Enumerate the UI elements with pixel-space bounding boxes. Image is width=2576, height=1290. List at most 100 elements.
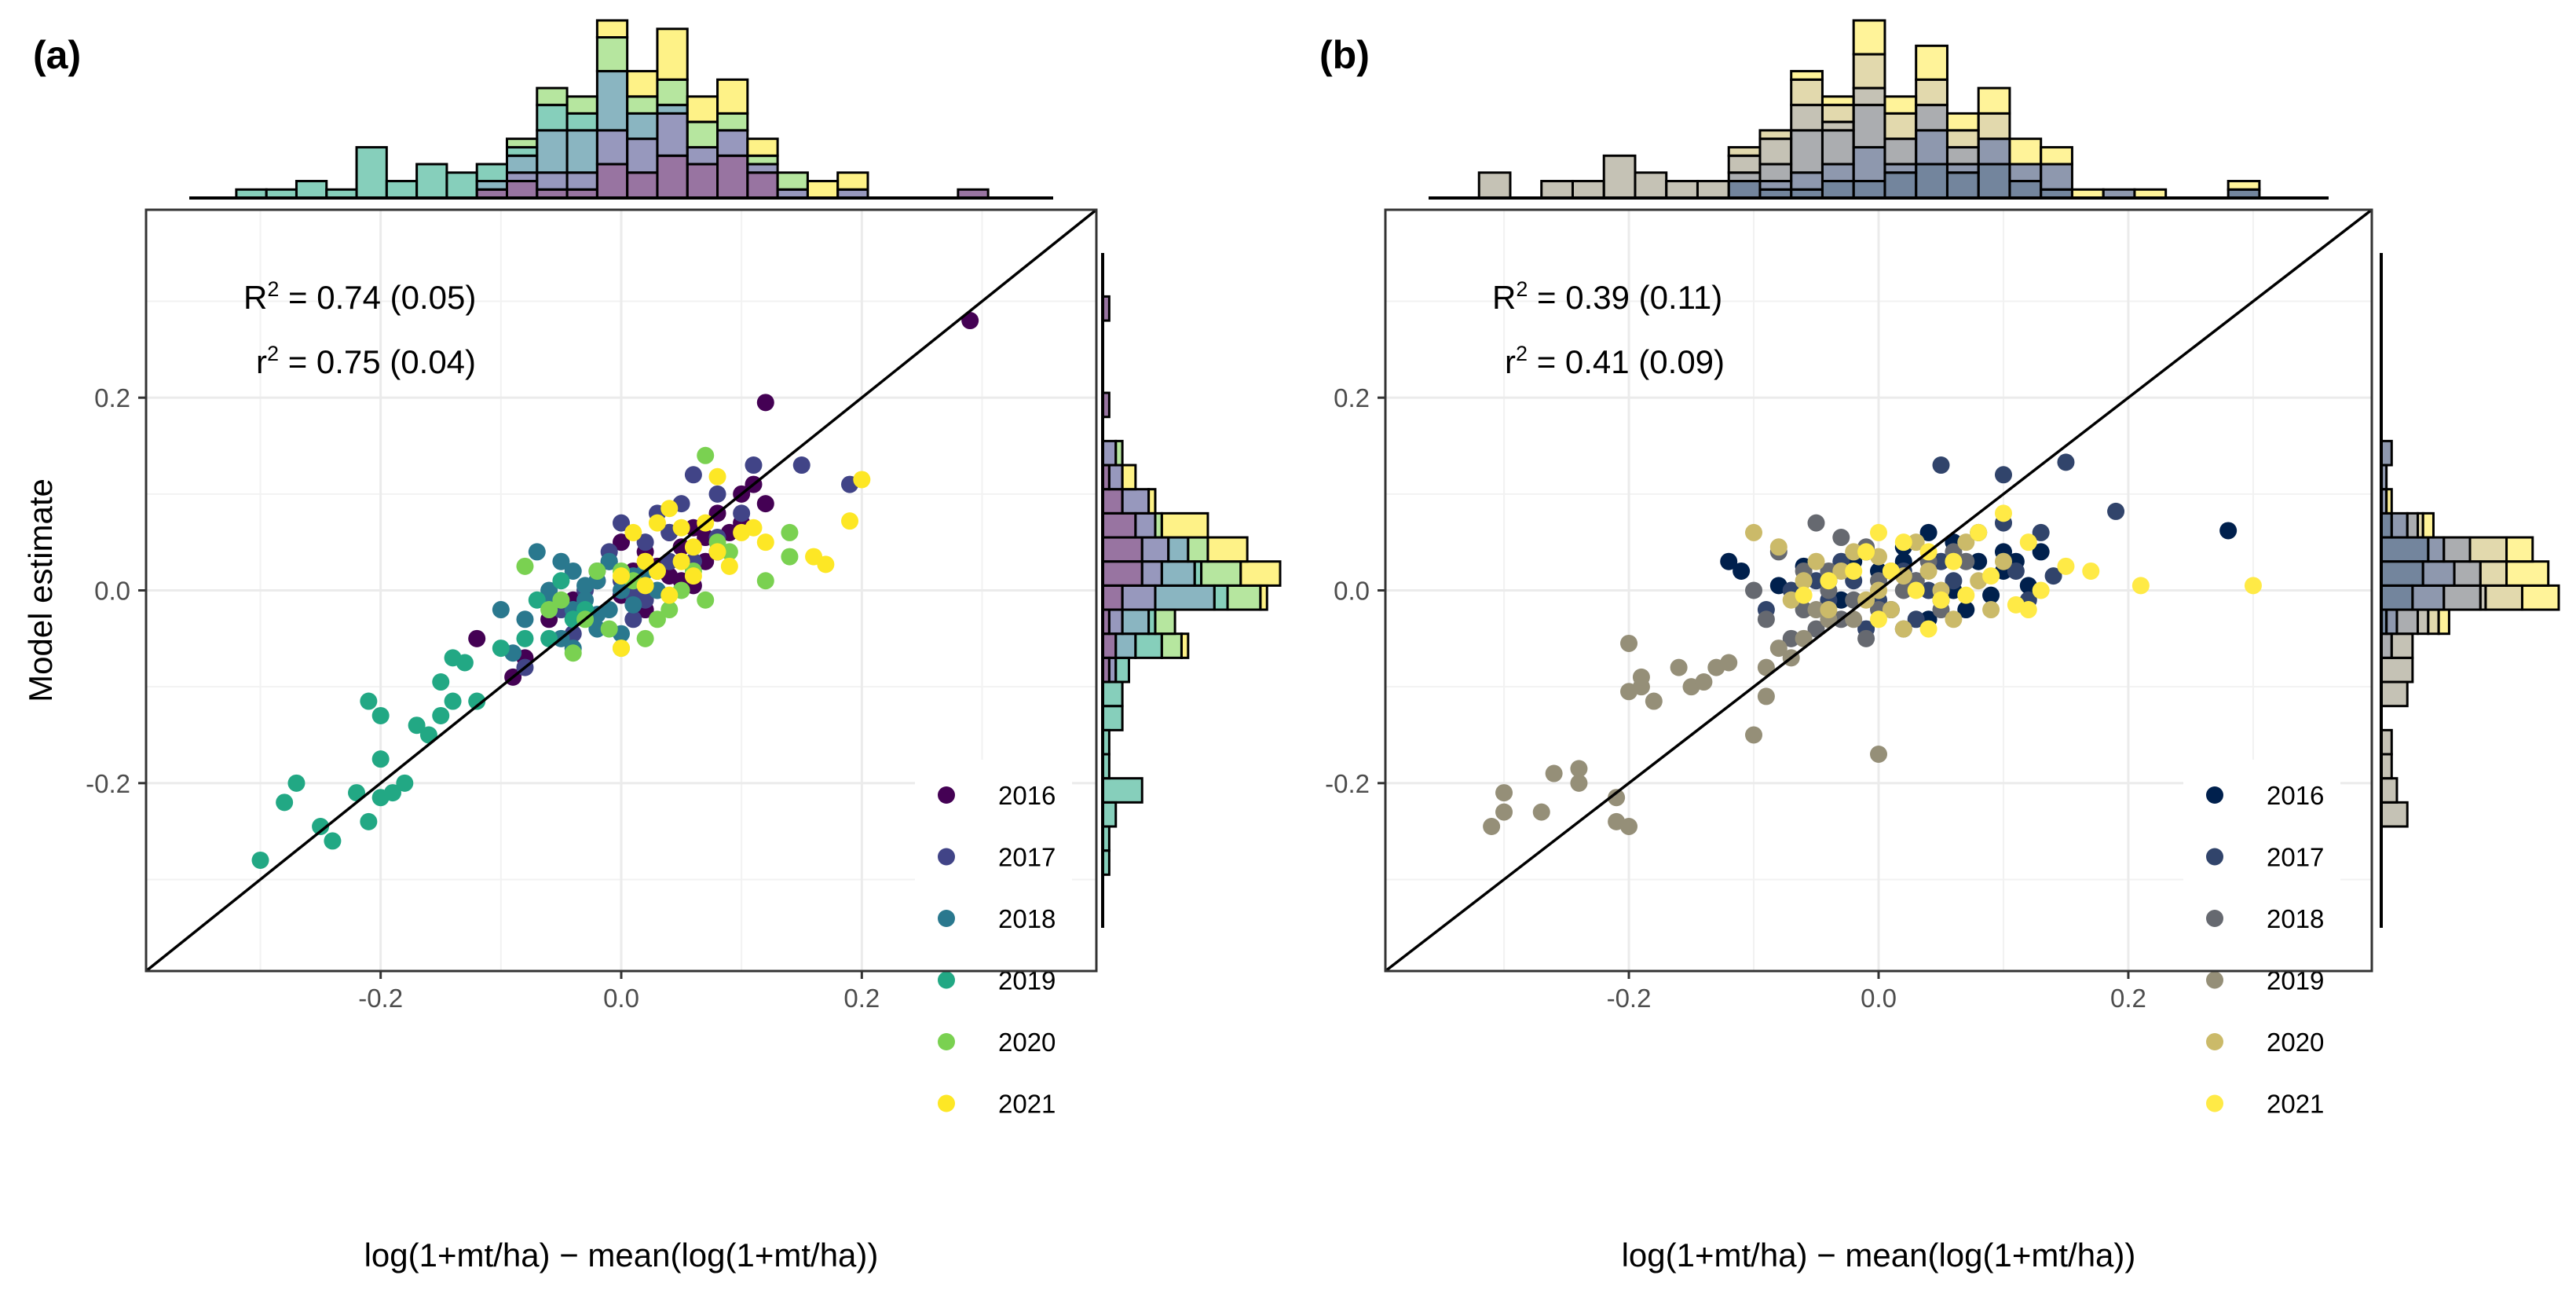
data-point <box>371 750 390 768</box>
data-point <box>708 467 726 486</box>
data-point <box>371 706 390 724</box>
histogram-bar <box>1790 104 1824 132</box>
x-axis-title: log(1+mt/ha) − mean(log(1+mt/ha)) <box>364 1237 879 1274</box>
histogram-bar <box>1945 112 1980 132</box>
data-point <box>444 692 462 710</box>
x-axis-title: log(1+mt/ha) − mean(log(1+mt/ha)) <box>1622 1237 2136 1274</box>
histogram-bar <box>1101 584 1124 611</box>
histogram-bar <box>2227 179 2261 191</box>
y-tick-label: -0.2 <box>86 769 130 798</box>
histogram-bar <box>1977 86 2011 115</box>
histogram-bar <box>1852 104 1886 148</box>
panel-label: (a) <box>33 33 81 77</box>
x-tick-label: 0.0 <box>603 984 639 1013</box>
data-point <box>613 567 630 585</box>
data-point <box>1919 523 1937 541</box>
histogram-bar <box>716 78 749 115</box>
histogram-bar <box>536 129 569 174</box>
x-tick-label: 0.0 <box>1861 984 1897 1013</box>
data-point <box>516 629 534 647</box>
data-point <box>708 543 726 561</box>
histogram-bar <box>2505 536 2534 563</box>
data-point <box>684 538 702 556</box>
histogram-bar <box>1883 137 1918 166</box>
histogram-bar <box>746 171 779 200</box>
histogram-bar <box>716 129 749 157</box>
data-point <box>1932 552 1950 570</box>
data-point <box>1733 562 1751 580</box>
data-point <box>1845 543 1863 561</box>
histogram-bar <box>1571 179 1605 200</box>
histogram-bar <box>2008 137 2043 166</box>
histogram-bar <box>1101 632 1118 659</box>
histogram-bar <box>656 112 689 157</box>
histogram-bar <box>445 171 478 200</box>
r-squared-value: = 0.39 (0.11) <box>1528 279 1722 316</box>
histogram-bar <box>1200 560 1242 587</box>
y-axis-title: Model estimate <box>22 478 59 702</box>
histogram-bar <box>385 179 419 200</box>
histogram-bar <box>1915 78 1948 107</box>
y-tick-label: 0.0 <box>94 577 130 606</box>
data-point <box>660 586 679 604</box>
histogram-bar <box>716 154 749 200</box>
histogram-bar <box>2421 511 2435 539</box>
data-point <box>516 610 534 629</box>
data-point <box>1532 803 1550 821</box>
data-point <box>1857 543 1875 561</box>
data-point <box>624 523 642 541</box>
histogram-bar <box>1121 584 1157 611</box>
histogram-bar <box>656 27 689 81</box>
data-point <box>1907 533 1925 552</box>
data-point <box>1882 562 1900 580</box>
data-point <box>251 851 269 869</box>
y-tick-label: -0.2 <box>1325 769 1370 798</box>
histogram-bar <box>686 145 719 166</box>
histogram-bar <box>2395 608 2420 636</box>
data-point <box>1720 552 1738 570</box>
legend-label-2020: 2020 <box>2267 1028 2324 1057</box>
histogram-bar <box>1206 536 1249 563</box>
right-marginal-histogram <box>1101 253 1282 928</box>
histogram-bar <box>505 154 539 174</box>
data-point <box>432 673 450 691</box>
histogram-bar <box>2453 560 2482 587</box>
histogram-bar <box>2380 536 2430 563</box>
histogram-bar <box>656 104 689 115</box>
data-point <box>1795 586 1813 604</box>
data-point <box>383 784 401 802</box>
histogram-bar <box>626 70 659 98</box>
legend-label-2016: 2016 <box>2267 781 2324 810</box>
histogram-bar <box>1977 112 2011 141</box>
data-point <box>853 471 871 489</box>
data-point <box>468 629 486 647</box>
data-point <box>733 504 751 522</box>
histogram-bar <box>1820 163 1855 182</box>
histogram-bar <box>1883 112 1918 141</box>
data-point <box>636 629 654 647</box>
histogram-bar <box>1101 439 1118 467</box>
data-point <box>1832 591 1850 609</box>
histogram-bar <box>1114 632 1137 659</box>
histogram-bar <box>1140 560 1163 587</box>
histogram-bar <box>2427 536 2446 563</box>
legend-background <box>2183 760 2340 1142</box>
correlation-value: = 0.41 (0.09) <box>1528 343 1725 380</box>
series-2021 <box>613 467 871 658</box>
data-point <box>1782 629 1800 647</box>
histogram-bar <box>1477 171 1512 200</box>
histogram-bar <box>1147 488 1157 515</box>
data-point <box>432 706 450 724</box>
data-point <box>781 548 799 566</box>
histogram-bar <box>1945 145 1980 166</box>
reference-line-1to1 <box>1384 208 2373 973</box>
data-point <box>2019 533 2037 552</box>
data-point <box>360 812 378 830</box>
legend-key-2020 <box>938 1033 955 1050</box>
data-point <box>492 640 510 658</box>
r-squared-superscript: 2 <box>1516 277 1528 301</box>
legend-label-2017: 2017 <box>2267 843 2324 872</box>
histogram-bar <box>2427 608 2440 636</box>
histogram-bar <box>2390 511 2409 539</box>
histogram-bar <box>1187 536 1209 563</box>
